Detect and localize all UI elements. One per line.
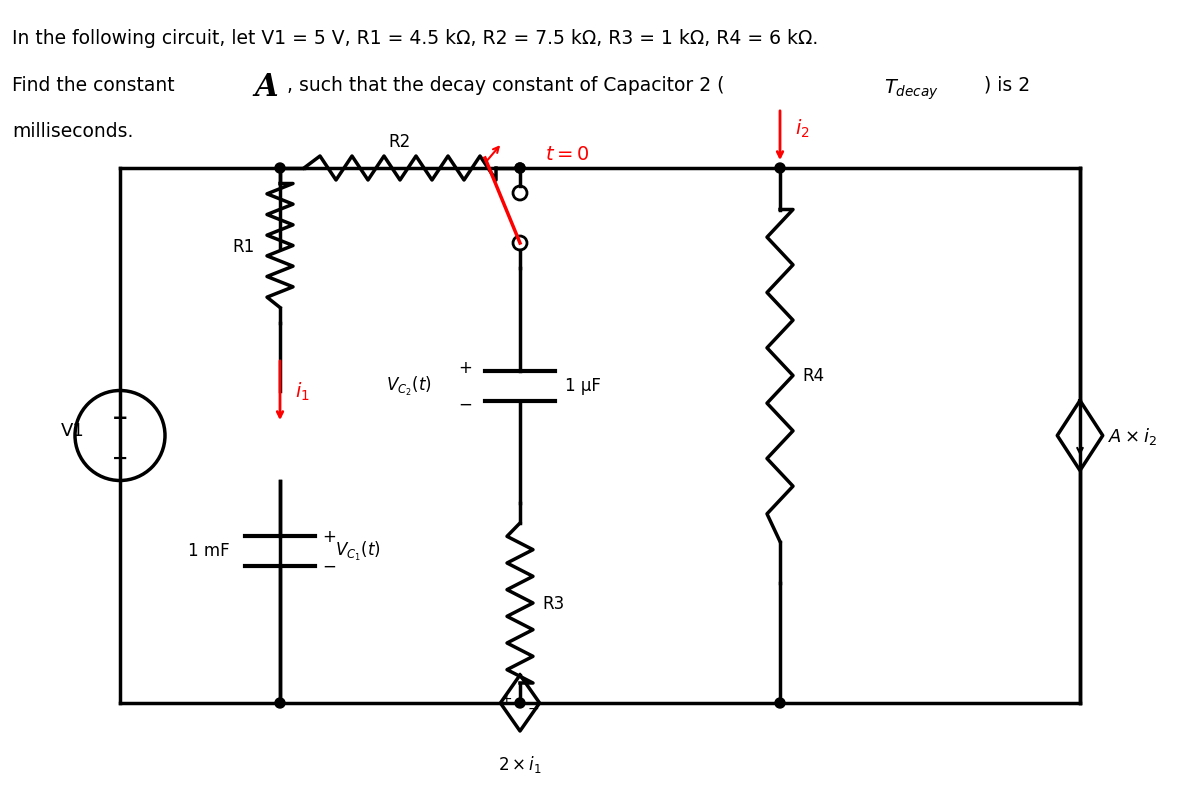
Circle shape [275,698,286,708]
Text: +: + [322,527,336,544]
Text: $V_{C_1}(t)$: $V_{C_1}(t)$ [335,540,380,562]
Text: −: − [112,448,128,467]
Text: R2: R2 [389,132,412,151]
Text: −: − [458,395,472,413]
Text: $A \times i_2$: $A \times i_2$ [1108,426,1157,446]
Text: +: + [112,409,128,427]
Text: 1 mF: 1 mF [188,542,230,560]
Text: $i_1$: $i_1$ [295,380,310,402]
Circle shape [275,164,286,173]
Text: , such that the decay constant of Capacitor 2 (: , such that the decay constant of Capaci… [287,76,725,95]
Text: +: + [500,691,512,705]
Text: $2 \times i_1$: $2 \times i_1$ [498,753,542,774]
Text: A: A [254,72,277,103]
Text: $t = 0$: $t = 0$ [545,145,589,164]
Text: +: + [458,359,472,377]
Circle shape [515,698,526,708]
Text: R3: R3 [542,594,564,612]
Text: In the following circuit, let V1 = 5 V, R1 = 4.5 kΩ, R2 = 7.5 kΩ, R3 = 1 kΩ, R4 : In the following circuit, let V1 = 5 V, … [12,29,818,48]
Text: 1 µF: 1 µF [565,377,601,395]
Circle shape [775,164,785,173]
Text: $\mathit{T}_{decay}$: $\mathit{T}_{decay}$ [884,78,940,102]
Text: −: − [528,701,540,715]
Circle shape [515,164,526,173]
Text: R1: R1 [233,237,254,255]
Text: $i_2$: $i_2$ [796,118,810,140]
Text: milliseconds.: milliseconds. [12,122,133,141]
Text: R4: R4 [802,367,824,385]
Circle shape [515,164,526,173]
Text: −: − [322,556,336,575]
Text: ) is 2: ) is 2 [984,76,1030,95]
Circle shape [775,698,785,708]
Text: V1: V1 [61,422,85,440]
Text: Find the constant: Find the constant [12,76,181,95]
Text: $V_{C_2}(t)$: $V_{C_2}(t)$ [386,374,432,397]
